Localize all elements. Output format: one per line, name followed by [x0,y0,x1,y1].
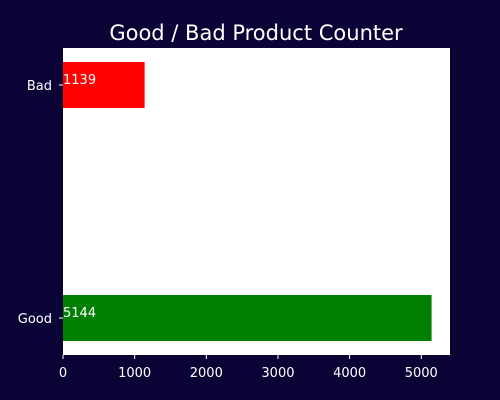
x-tick-label-0: 0 [59,366,67,381]
chart-title: Good / Bad Product Counter [109,21,403,45]
y-tick-label-good: Good [18,312,52,327]
x-tick-label-2000: 2000 [190,366,223,381]
x-tick-label-4000: 4000 [333,366,366,381]
bars [63,62,432,341]
data-label-good: 5144 [63,306,96,321]
y-tick-label-bad: Bad [27,79,52,94]
x-tick-label-3000: 3000 [261,366,294,381]
data-label-bad: 1139 [63,73,96,88]
x-axis: 0 1000 2000 3000 4000 5000 [59,355,438,381]
bar-good [63,295,432,341]
y-axis: Good Bad [18,79,63,327]
bar-bad [63,62,145,108]
x-tick-label-1000: 1000 [118,366,151,381]
x-tick-label-5000: 5000 [405,366,438,381]
bar-labels: 5144 1139 [63,73,96,321]
